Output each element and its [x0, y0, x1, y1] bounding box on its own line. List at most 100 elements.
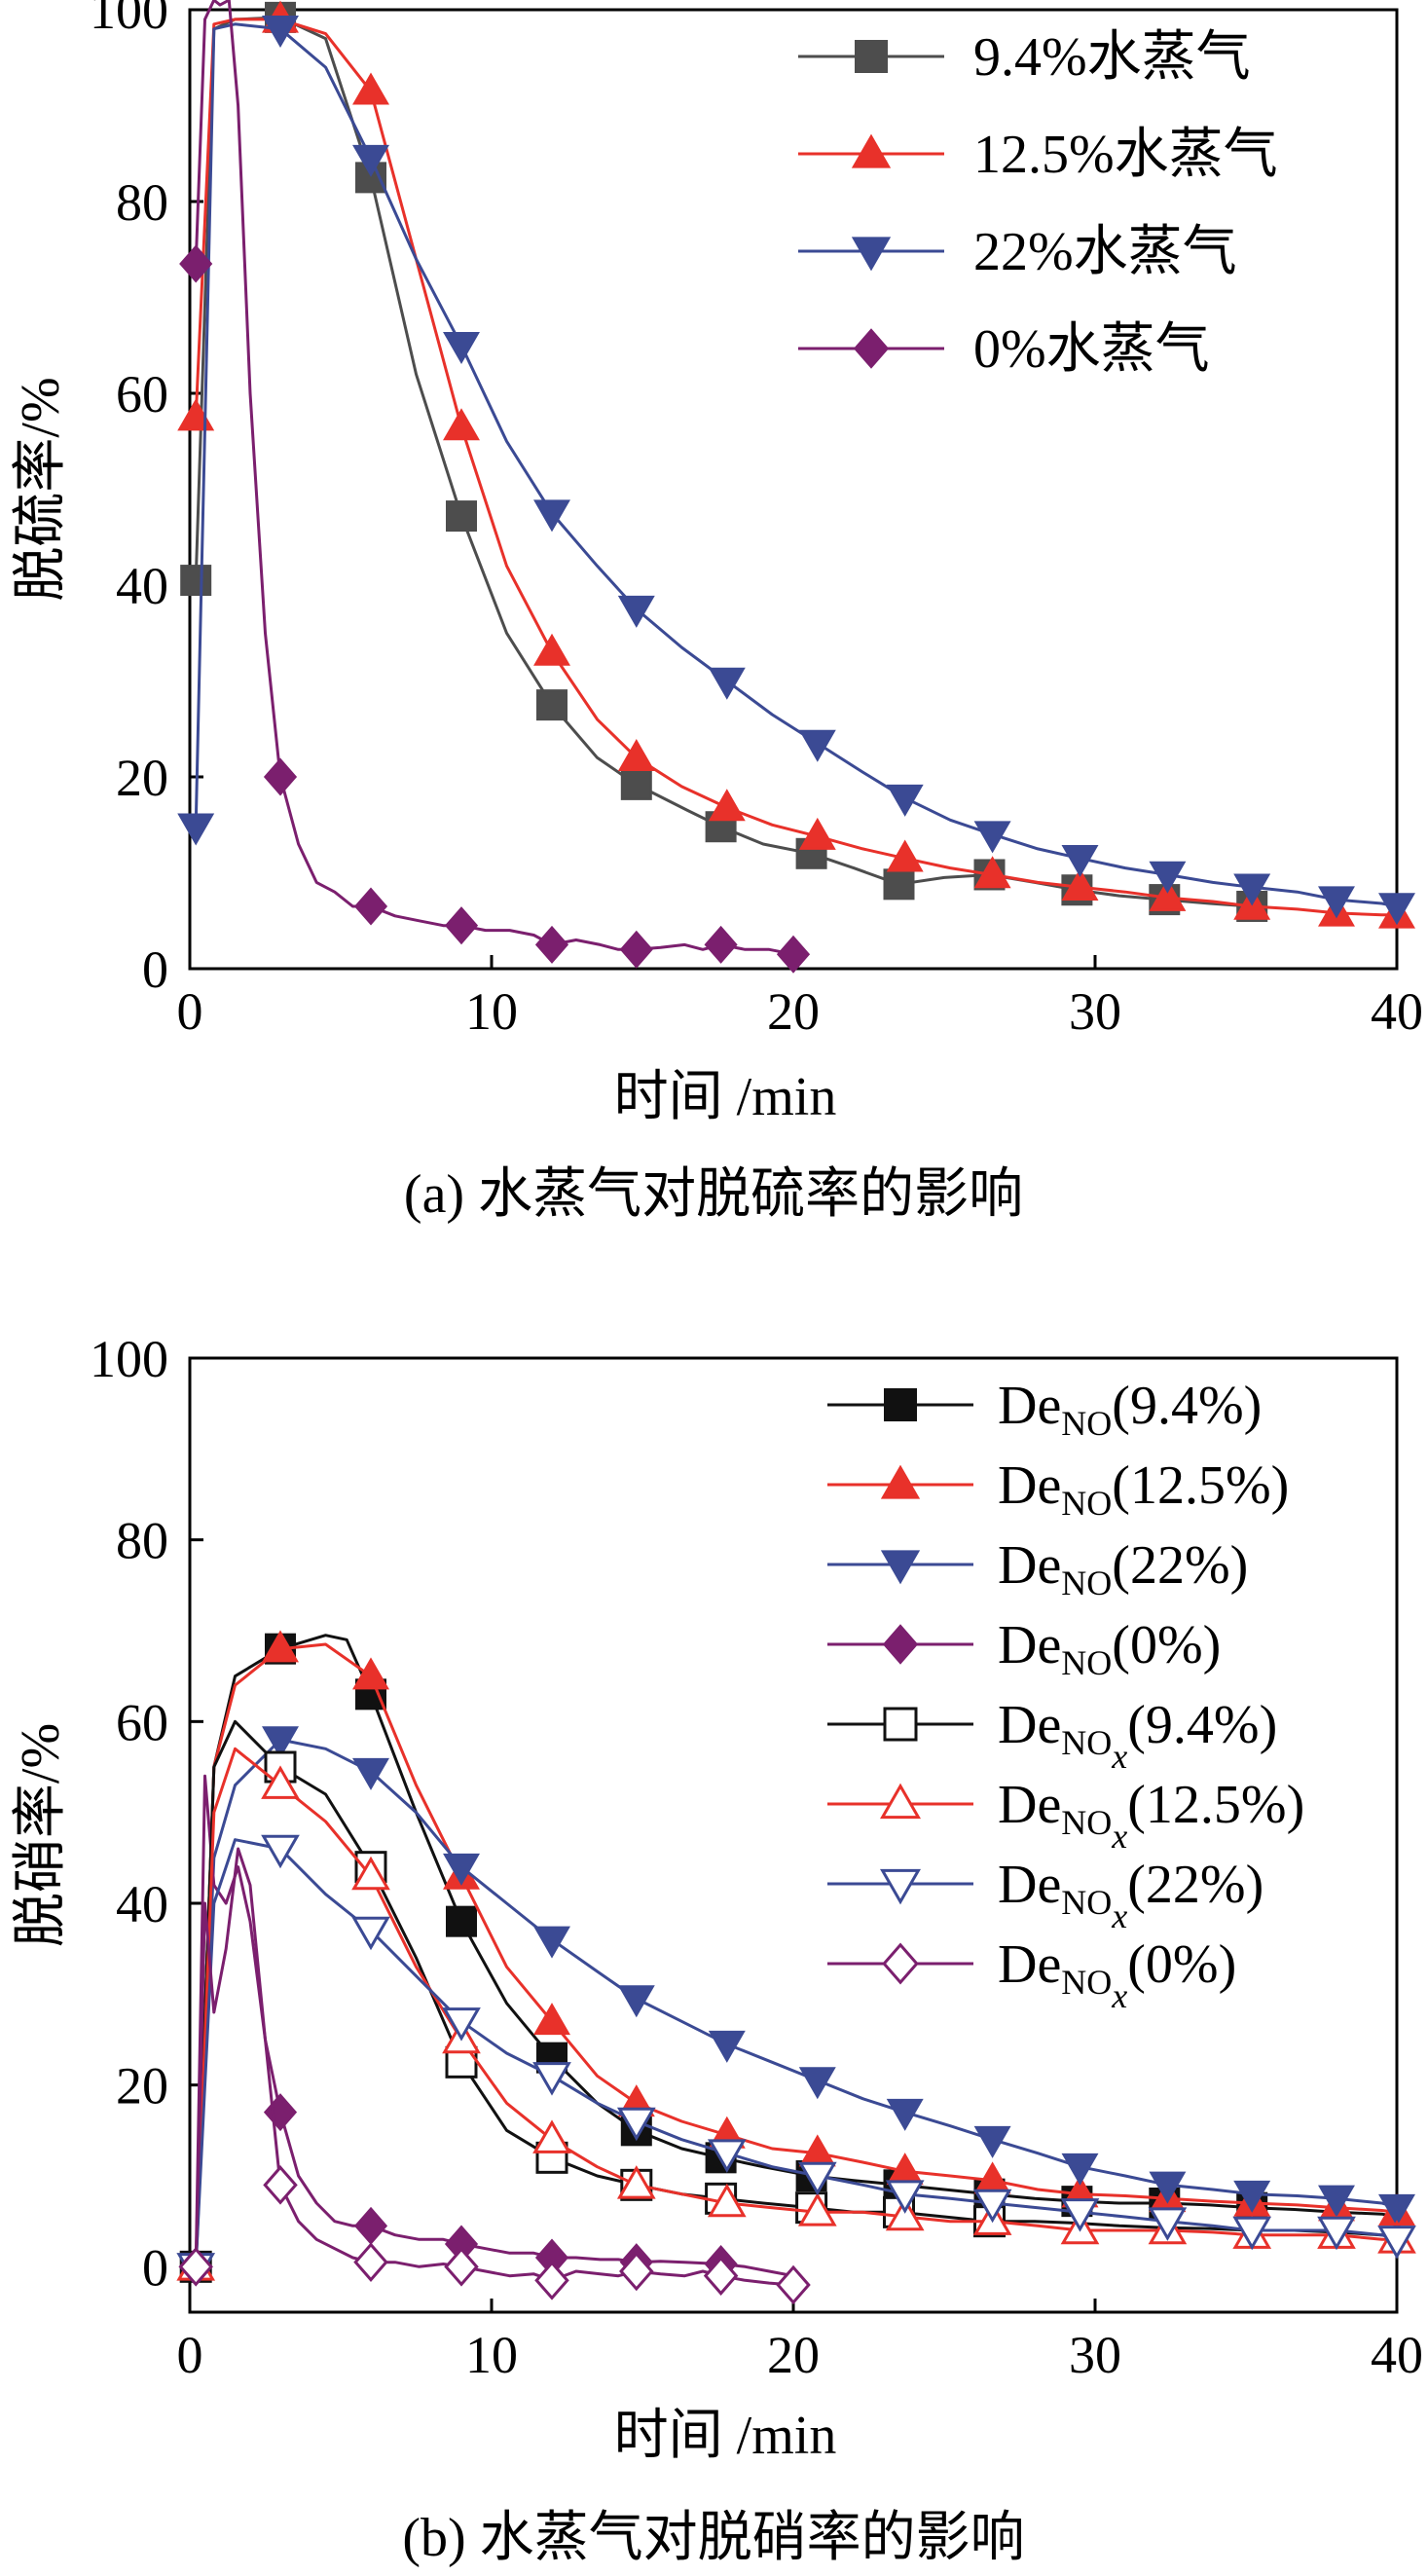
data-point — [534, 925, 569, 964]
y-tick-label: 20 — [116, 2057, 168, 2116]
y-tick-label: 80 — [116, 173, 168, 232]
legend-marker — [882, 1624, 919, 1665]
data-point — [180, 565, 212, 597]
legend-marker — [883, 1707, 918, 1742]
x-tick-label: 0 — [177, 2326, 203, 2384]
y-tick-label: 0 — [142, 940, 168, 999]
data-point — [1233, 873, 1271, 906]
legend-marker — [880, 1550, 921, 1585]
figure-caption: (a) 水蒸气对脱硫率的影响 — [404, 1164, 1023, 1225]
data-point — [1061, 868, 1099, 902]
x-tick-label: 40 — [1371, 982, 1423, 1041]
series-line — [194, 1634, 1398, 2267]
series-denox-0 — [178, 1847, 811, 2305]
data-point — [797, 2192, 837, 2226]
legend-label: DeNO(0%) — [998, 1615, 1221, 1682]
x-tick-label: 20 — [767, 2326, 820, 2384]
legend-entry: DeNOx(22%) — [827, 1855, 1263, 1935]
data-point — [1149, 878, 1187, 911]
data-point — [776, 2264, 811, 2305]
data-point — [263, 2165, 298, 2205]
data-point — [443, 408, 480, 441]
data-point — [353, 2206, 388, 2245]
data-point — [707, 2139, 747, 2173]
data-point — [1378, 2193, 1415, 2226]
data-point — [704, 925, 738, 964]
data-point — [261, 1834, 300, 1869]
data-point — [798, 817, 836, 850]
data-point — [443, 332, 480, 365]
data-point — [533, 633, 570, 666]
legend-label: DeNOx(0%) — [998, 1934, 1236, 2015]
panel-a: 0 10 20 30 40 0 20 40 60 80 100 时间 /min 脱硫率/% (a) 水蒸气… — [11, 0, 1423, 1225]
legend-label: 0%水蒸气 — [973, 319, 1210, 380]
legend-marker — [880, 1783, 921, 1820]
data-point — [972, 2189, 1012, 2224]
legend-marker — [884, 1388, 917, 1421]
legend-label: 9.4%水蒸气 — [973, 27, 1251, 88]
legend-marker — [880, 1868, 921, 1905]
data-point — [442, 2007, 481, 2042]
legend-marker — [853, 328, 890, 369]
data-point — [1378, 893, 1415, 926]
x-tick-label: 10 — [465, 982, 518, 1041]
data-point — [263, 757, 298, 796]
data-point — [885, 2196, 925, 2231]
data-point — [616, 2107, 656, 2142]
data-point — [353, 887, 388, 926]
data-point — [973, 821, 1011, 854]
legend-label: 12.5%水蒸气 — [973, 125, 1278, 185]
data-point — [707, 2183, 747, 2218]
data-point — [708, 667, 746, 700]
data-point — [351, 1916, 390, 1951]
data-point — [353, 2242, 388, 2282]
y-tick-label: 20 — [116, 749, 168, 807]
y-tick-label: 100 — [90, 0, 168, 40]
y-axis-label: 脱硫率/% — [11, 377, 71, 601]
data-point — [617, 739, 655, 772]
legend-entry: DeNOx(12.5%) — [827, 1775, 1304, 1856]
y-tick-label: 100 — [90, 1330, 168, 1388]
data-point — [443, 1853, 480, 1886]
data-point — [536, 689, 568, 721]
series-0 — [179, 0, 811, 974]
data-point — [973, 856, 1011, 889]
legend-entry: 22%水蒸气 — [798, 222, 1237, 282]
data-point — [1149, 861, 1187, 894]
data-point — [798, 729, 836, 762]
legend-entry: DeNO(0%) — [827, 1615, 1221, 1682]
data-point — [1232, 2216, 1272, 2251]
data-point — [446, 500, 477, 533]
x-axis-label: 时间 /min — [614, 2406, 837, 2466]
data-point — [703, 2256, 739, 2296]
series-deno-0 — [179, 1774, 794, 2286]
series-line — [194, 1847, 794, 2287]
data-point — [262, 15, 299, 48]
data-point — [616, 2165, 656, 2199]
x-tick-label: 20 — [767, 982, 820, 1041]
data-point — [886, 2098, 924, 2131]
y-tick-label: 0 — [142, 2238, 168, 2297]
y-tick-label: 40 — [116, 557, 168, 615]
data-point — [261, 1765, 300, 1799]
data-point — [177, 813, 215, 846]
series-line — [194, 22, 1398, 908]
x-axis-label: 时间 /min — [614, 1067, 837, 1127]
legend-marker — [851, 237, 892, 272]
series-line — [194, 18, 1397, 917]
data-point — [262, 1630, 299, 1663]
legend-entry: DeNOx(0%) — [827, 1934, 1236, 2015]
y-tick-label: 80 — [116, 1512, 168, 1570]
y-tick-label: 40 — [116, 1875, 168, 1933]
legend-entry: 9.4%水蒸气 — [798, 27, 1251, 88]
data-point — [883, 868, 915, 901]
figure-caption: (b) 水蒸气对脱硝率的影响 — [402, 2508, 1024, 2568]
x-tick-label: 40 — [1371, 2326, 1423, 2384]
data-point — [444, 2247, 479, 2287]
data-point — [708, 789, 746, 822]
data-point — [1233, 2180, 1271, 2213]
legend-entry: DeNO(9.4%) — [827, 1376, 1262, 1443]
data-point — [534, 2261, 569, 2300]
data-point — [444, 906, 479, 945]
